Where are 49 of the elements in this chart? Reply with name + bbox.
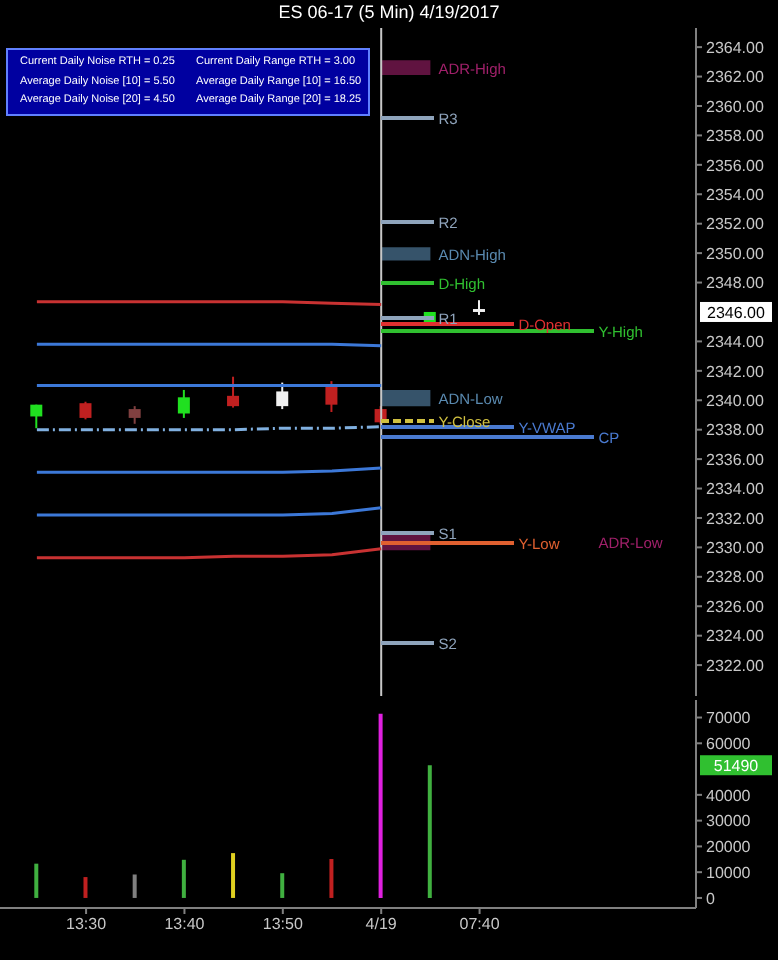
y-tick-label: 2364.00 bbox=[706, 38, 765, 57]
y-tick-label: 2348.00 bbox=[706, 274, 765, 293]
y-tick-label: 2356.00 bbox=[706, 156, 765, 175]
y-tick-label: 2354.00 bbox=[706, 185, 765, 204]
y-tick-label: 2336.00 bbox=[706, 450, 765, 469]
y-tick-label: 2358.00 bbox=[706, 127, 765, 146]
y-tick-label: 2350.00 bbox=[706, 244, 765, 263]
y-tick-label: 2352.00 bbox=[706, 215, 765, 234]
bar bbox=[427, 765, 432, 898]
bar bbox=[329, 859, 334, 898]
bar bbox=[132, 874, 137, 898]
y-tick-label: 30000 bbox=[706, 812, 752, 831]
y-tick-label: 40000 bbox=[706, 786, 752, 805]
y-tick-label: 2362.00 bbox=[706, 68, 765, 87]
text: 51490 bbox=[713, 757, 760, 776]
candlestick bbox=[177, 388, 190, 419]
bar bbox=[83, 877, 88, 898]
y-tick-label: 0 bbox=[706, 889, 716, 908]
x-tick-label: 13:30 bbox=[66, 915, 108, 934]
bar bbox=[34, 863, 39, 898]
y-tick-label: 2322.00 bbox=[706, 656, 765, 675]
y-tick-label: 2326.00 bbox=[706, 597, 765, 616]
bar bbox=[231, 853, 236, 898]
y-tick-label: 2338.00 bbox=[706, 421, 765, 440]
y-tick-label: 2328.00 bbox=[706, 568, 765, 587]
y-tick-label: 60000 bbox=[706, 734, 752, 753]
y-tick-label: 20000 bbox=[706, 838, 752, 857]
text: 2346.00 bbox=[707, 303, 765, 322]
y-tick-label: 70000 bbox=[706, 709, 752, 728]
x-tick-label: 07:40 bbox=[459, 915, 501, 934]
candlestick bbox=[276, 381, 289, 411]
y-tick-label: 2330.00 bbox=[706, 539, 765, 558]
bar bbox=[378, 713, 383, 898]
y-tick-label: 2342.00 bbox=[706, 362, 765, 381]
y-tick-label: 2334.00 bbox=[706, 480, 765, 499]
bar bbox=[181, 859, 186, 898]
y-tick-label: 2340.00 bbox=[706, 391, 765, 410]
y-tick-label: 2360.00 bbox=[706, 97, 765, 116]
chart-title: ES 06-17 (5 Min) 4/19/2017 bbox=[276, 0, 502, 26]
x-tick-label: 13:50 bbox=[262, 915, 304, 934]
y-tick-label: 2332.00 bbox=[706, 509, 765, 528]
candlestick bbox=[227, 375, 240, 409]
y-tick-label: 10000 bbox=[706, 863, 752, 882]
bar bbox=[280, 873, 285, 898]
x-tick-label: 4/19 bbox=[365, 915, 398, 934]
y-tick-label: 2344.00 bbox=[706, 333, 765, 352]
candlestick bbox=[325, 380, 338, 414]
y-tick-label: 2324.00 bbox=[706, 627, 765, 646]
x-tick-label: 13:40 bbox=[164, 915, 206, 934]
